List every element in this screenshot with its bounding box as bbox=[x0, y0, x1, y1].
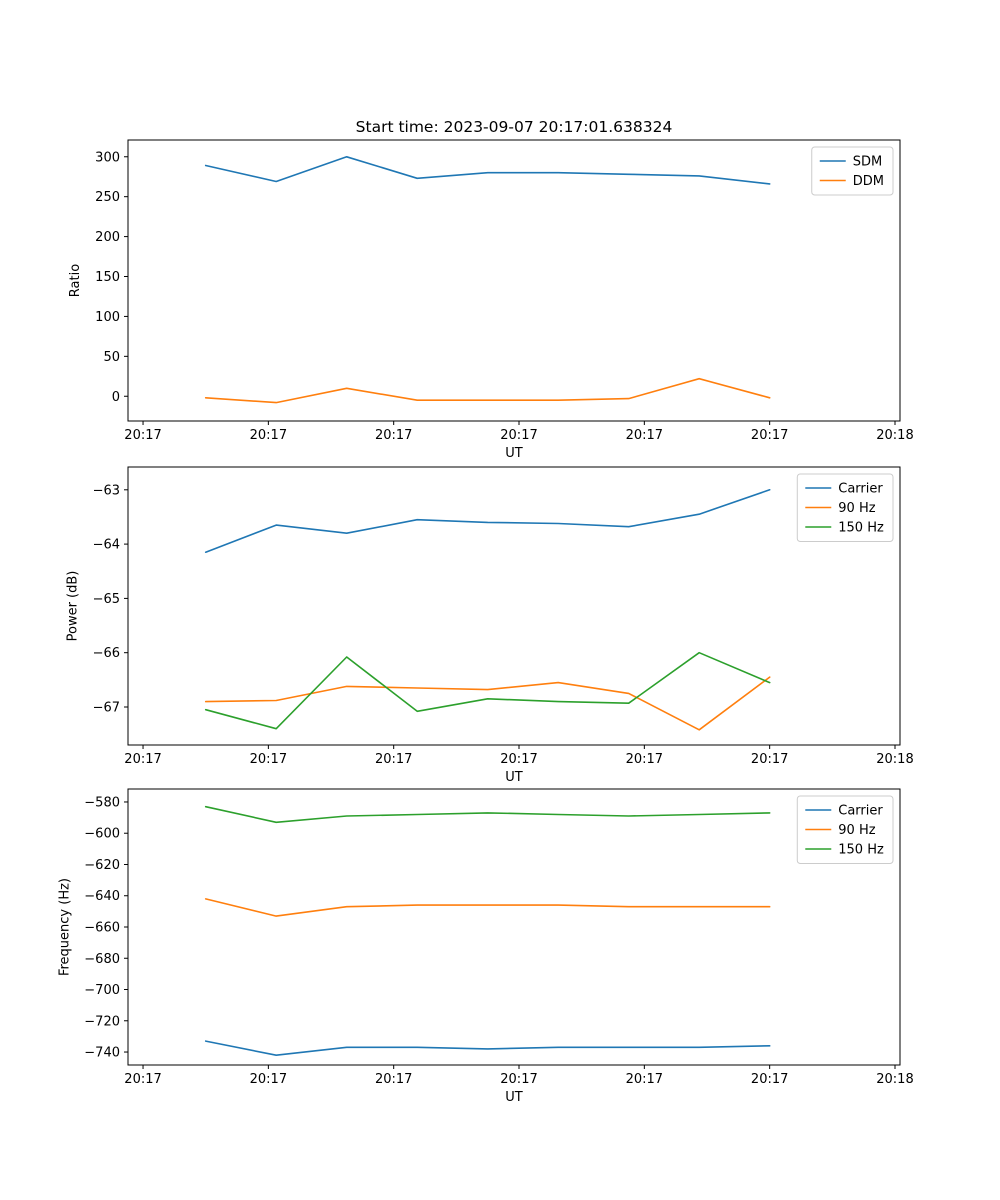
y-axis-label: Frequency (Hz) bbox=[57, 878, 72, 976]
series-line-carrier bbox=[204, 488, 771, 554]
x-tick-label: 20:17 bbox=[626, 752, 663, 767]
y-tick-label: −620 bbox=[84, 858, 120, 873]
y-tick-label: −660 bbox=[84, 921, 120, 936]
x-tick-label: 20:17 bbox=[375, 752, 412, 767]
x-tick-label: 20:17 bbox=[626, 1072, 663, 1087]
legend-label: Carrier bbox=[838, 482, 883, 497]
y-tick-label: −67 bbox=[93, 700, 120, 715]
series-line-90-hz bbox=[204, 898, 771, 917]
x-tick-label: 20:17 bbox=[250, 1072, 287, 1087]
x-tick-label: 20:17 bbox=[250, 428, 287, 443]
y-tick-label: 50 bbox=[103, 350, 120, 365]
x-tick-label: 20:17 bbox=[751, 428, 788, 443]
chart-power: 20:17 20:17 20:17 20:17 20:17 20:17 20:18 −63 −6… bbox=[66, 466, 914, 785]
chart-frequency: 20:17 20:17 20:17 20:17 20:17 20:17 20:18 −580 −… bbox=[57, 788, 914, 1105]
figure-title: Start time: 2023-09-07 20:17:01.638324 bbox=[355, 118, 673, 136]
x-tick-label: 20:17 bbox=[500, 752, 537, 767]
y-axis-label: Ratio bbox=[68, 264, 83, 297]
legend-frame bbox=[796, 795, 894, 864]
y-tick-label: −680 bbox=[84, 952, 120, 967]
legend: SDM DDM bbox=[811, 146, 894, 196]
y-tick-label: −640 bbox=[84, 889, 120, 904]
y-tick-label: 200 bbox=[95, 230, 120, 245]
x-tick-label: 20:17 bbox=[751, 1072, 788, 1087]
y-tick-label: −63 bbox=[93, 483, 120, 498]
legend-frame bbox=[796, 473, 894, 542]
x-axis-label: UT bbox=[505, 1090, 523, 1105]
x-tick-label: 20:17 bbox=[124, 752, 161, 767]
legend-label: 90 Hz bbox=[838, 823, 875, 838]
x-tick-label: 20:17 bbox=[500, 428, 537, 443]
legend-label: 150 Hz bbox=[838, 843, 884, 858]
y-tick-label: −740 bbox=[84, 1046, 120, 1061]
y-tick-label: 0 bbox=[112, 390, 120, 405]
x-tick-label: 20:17 bbox=[375, 1072, 412, 1087]
plot-frame bbox=[127, 466, 901, 746]
x-tick-label: 20:17 bbox=[751, 752, 788, 767]
x-tick-label: 20:17 bbox=[124, 428, 161, 443]
plot-frame bbox=[127, 788, 901, 1066]
x-tick-label: 20:17 bbox=[375, 428, 412, 443]
x-tick-label: 20:17 bbox=[250, 752, 287, 767]
legend: Carrier 90 Hz 150 Hz bbox=[796, 473, 894, 542]
series-line-90-hz bbox=[204, 676, 771, 731]
y-axis-label: Power (dB) bbox=[66, 571, 81, 642]
x-tick-label: 20:17 bbox=[124, 1072, 161, 1087]
y-tick-label: −700 bbox=[84, 983, 120, 998]
y-tick-label: 300 bbox=[95, 150, 120, 165]
legend-label: 90 Hz bbox=[838, 501, 875, 516]
y-tick-label: −580 bbox=[84, 795, 120, 810]
x-axis-label: UT bbox=[505, 446, 523, 461]
y-tick-label: −64 bbox=[93, 538, 120, 553]
x-tick-label: 20:17 bbox=[500, 1072, 537, 1087]
series-line-ddm bbox=[204, 377, 771, 404]
x-tick-label: 20:17 bbox=[626, 428, 663, 443]
chart-ratio: 20:17 20:17 20:17 20:17 20:17 20:17 20:18 0 50 10… bbox=[68, 139, 914, 461]
legend: Carrier 90 Hz 150 Hz bbox=[796, 795, 894, 864]
y-tick-label: −600 bbox=[84, 827, 120, 842]
plot-frame bbox=[127, 139, 901, 422]
y-tick-label: 100 bbox=[95, 310, 120, 325]
series-line-sdm bbox=[204, 156, 771, 185]
legend-frame bbox=[811, 146, 894, 196]
y-tick-label: 250 bbox=[95, 190, 120, 205]
y-tick-label: −65 bbox=[93, 592, 120, 607]
legend-label: DDM bbox=[853, 174, 884, 189]
y-tick-label: −720 bbox=[84, 1014, 120, 1029]
x-tick-label: 20:18 bbox=[876, 1072, 913, 1087]
legend-label: SDM bbox=[853, 155, 882, 170]
series-line-150-hz bbox=[204, 805, 771, 824]
y-tick-label: −66 bbox=[93, 646, 120, 661]
x-tick-label: 20:18 bbox=[876, 752, 913, 767]
x-axis-label: UT bbox=[505, 770, 523, 785]
y-tick-label: 150 bbox=[95, 270, 120, 285]
series-line-150-hz bbox=[204, 651, 771, 730]
series-line-carrier bbox=[204, 1040, 771, 1056]
x-tick-label: 20:18 bbox=[876, 428, 913, 443]
legend-label: Carrier bbox=[838, 804, 883, 819]
legend-label: 150 Hz bbox=[838, 521, 884, 536]
